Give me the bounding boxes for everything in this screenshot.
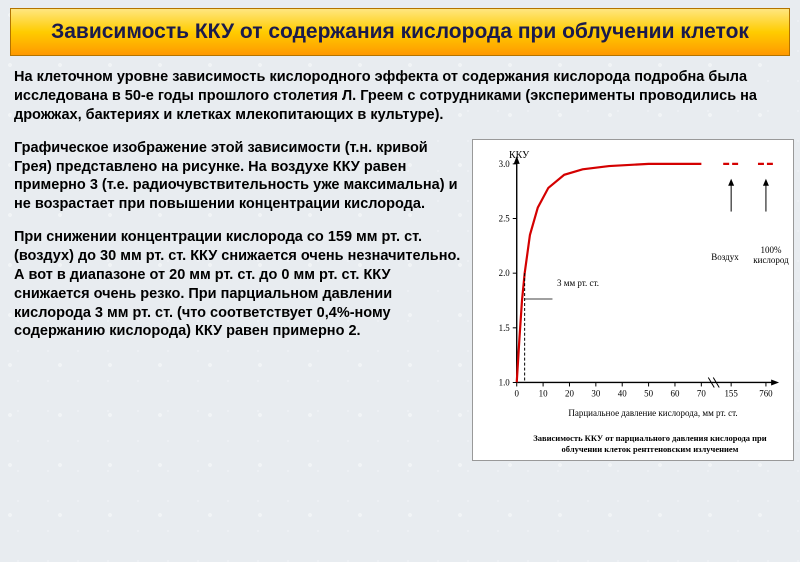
intro-paragraph: На клеточном уровне зависимость кислород…: [14, 68, 784, 125]
gray-curve-chart: 1.01.52.02.53.0010203040506070155760 ККУ…: [472, 139, 794, 461]
y-axis-label: ККУ: [509, 150, 529, 161]
title-bar: Зависимость ККУ от содержания кислорода …: [10, 8, 790, 56]
svg-text:70: 70: [697, 388, 706, 398]
page-title: Зависимость ККУ от содержания кислорода …: [27, 19, 773, 45]
annotation-o2: 100% кислород: [749, 246, 793, 266]
svg-text:0: 0: [514, 388, 519, 398]
annotation-3mm: 3 мм рт. ст.: [557, 278, 599, 288]
svg-text:60: 60: [670, 388, 679, 398]
svg-text:30: 30: [591, 388, 600, 398]
chart-caption: Зависимость ККУ от парциального давления…: [513, 433, 787, 453]
text-column: Графическое изображение этой зависимости…: [14, 139, 464, 461]
svg-text:50: 50: [644, 388, 653, 398]
paragraph-1: Графическое изображение этой зависимости…: [14, 139, 464, 214]
svg-text:155: 155: [724, 388, 738, 398]
svg-text:2.5: 2.5: [499, 213, 511, 223]
paragraph-2: При снижении концентрации кислорода со 1…: [14, 228, 464, 341]
svg-text:10: 10: [539, 388, 548, 398]
svg-text:2.0: 2.0: [499, 268, 511, 278]
content-row: Графическое изображение этой зависимости…: [14, 139, 794, 461]
annotation-air: Воздух: [705, 252, 745, 262]
svg-text:1.5: 1.5: [499, 323, 511, 333]
svg-text:760: 760: [759, 388, 773, 398]
svg-text:20: 20: [565, 388, 574, 398]
svg-text:40: 40: [618, 388, 627, 398]
svg-text:1.0: 1.0: [499, 377, 511, 387]
x-axis-label: Парциальное давление кислорода, мм рт. с…: [533, 408, 773, 418]
